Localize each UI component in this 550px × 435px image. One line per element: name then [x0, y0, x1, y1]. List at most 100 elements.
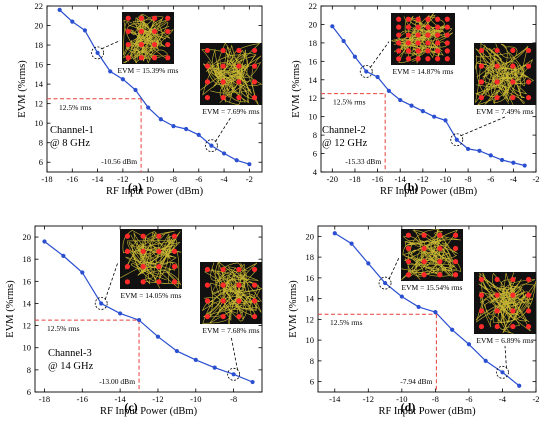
x-tick-label: -12	[417, 174, 428, 184]
y-tick-label: 16	[35, 60, 44, 70]
y-tick-label: 14	[35, 79, 44, 89]
constellation-point	[510, 276, 516, 283]
constellation-point	[494, 63, 500, 69]
constellation-point	[434, 48, 441, 54]
y-tick-label: 22	[35, 1, 44, 11]
constellation-point	[494, 276, 500, 283]
constellation-point	[156, 264, 162, 270]
constellation-trajectory	[475, 42, 535, 106]
y-tick-label: 20	[35, 21, 44, 31]
constellation-point	[494, 292, 500, 298]
highlight-circle	[496, 365, 509, 379]
evm-data-point	[488, 153, 493, 158]
evm-data-point	[57, 7, 62, 13]
constellation-point	[236, 266, 242, 273]
y-tick-label: 10	[23, 343, 32, 353]
constellation-point	[494, 323, 500, 330]
y-axis-label: EVM (%rms)	[288, 280, 299, 338]
evm-data-point	[82, 28, 88, 33]
constellation-point	[251, 79, 258, 85]
evm-data-point	[146, 105, 151, 110]
constellation-point	[396, 32, 402, 38]
constellation-point	[415, 48, 421, 54]
y-tick-label: 18	[309, 38, 318, 48]
evm-data-point	[517, 383, 522, 388]
constellation-point	[140, 264, 146, 270]
x-tick-label: -14	[114, 394, 126, 404]
constellation-point	[220, 298, 226, 304]
constellation-point	[405, 232, 412, 238]
evm-inset-label: EVM = 15.39% rms	[118, 66, 179, 75]
panel-label: (a)	[128, 180, 142, 194]
constellation-point	[251, 313, 258, 320]
y-tick-label: 20	[23, 232, 32, 242]
constellation-point	[396, 16, 402, 22]
constellation-point	[251, 63, 258, 69]
x-tick-label: -18	[41, 174, 52, 184]
constellation-point	[396, 24, 402, 30]
y-tick-label: 6	[310, 377, 314, 387]
y-tick-label: 16	[23, 276, 32, 286]
x-tick-label: -4	[510, 174, 518, 184]
y-tick-label: 8	[27, 365, 31, 375]
constellation-point	[165, 15, 171, 21]
evm-inset-label: EVM = 14.87% rms	[393, 67, 454, 76]
constellation-point	[140, 248, 146, 254]
constellation-point	[478, 63, 485, 69]
chart-panel: -18 -16 -14 -12 -10 -8 6 8 10 12 14 16 18 20 RF Input …	[5, 225, 263, 417]
x-tick-label: -2	[532, 174, 539, 184]
evm-data-point	[184, 126, 189, 132]
x-tick-label: -14	[329, 394, 341, 404]
constellation-point	[425, 48, 431, 54]
constellation-point	[236, 63, 242, 69]
constellation-point	[434, 16, 441, 22]
evm-data-point	[330, 24, 335, 29]
constellation-point	[444, 16, 450, 22]
constellation-point	[444, 40, 450, 46]
x-axis-label: RF Input Power (dBm)	[100, 406, 198, 417]
evm-data-point	[398, 97, 403, 103]
constellation-point	[525, 47, 532, 54]
constellation-point	[525, 308, 532, 314]
evm-data-point	[118, 311, 123, 316]
evm-data-point	[212, 365, 217, 370]
evm-data-point	[382, 280, 388, 286]
evm-data-point	[209, 143, 214, 148]
highlight-circle	[359, 65, 373, 78]
y-axis-label: EVM (%rms)	[291, 60, 302, 118]
y-tick-label: 12	[306, 314, 315, 324]
y-tick-label: 10	[309, 112, 318, 122]
pointer-line	[230, 335, 239, 371]
constellation-point	[396, 48, 402, 54]
constellation-point	[478, 47, 485, 54]
y-tick-label: 18	[35, 40, 44, 50]
x-axis-label: RF Input Power (dBm)	[378, 406, 476, 417]
constellation-point	[220, 266, 226, 273]
constellation-point	[204, 94, 211, 101]
x-tick-label: -16	[372, 174, 383, 184]
constellation-point	[452, 245, 459, 252]
evm-data-point	[499, 157, 505, 163]
constellation-point	[425, 32, 431, 38]
constellation-point	[444, 32, 450, 38]
y-tick-label: 14	[23, 298, 32, 308]
constellation-point	[251, 298, 258, 304]
constellation-point	[156, 279, 162, 285]
x-axis-label: RF Input Power (dBm)	[380, 186, 478, 197]
constellation-point	[171, 248, 178, 254]
channel-frequency: @ 14 GHz	[48, 361, 94, 372]
evm-data-point	[95, 50, 100, 55]
evm-inset-label: EVM = 6.89% rms	[476, 336, 533, 345]
constellation-point	[165, 55, 171, 61]
constellation-point	[204, 282, 211, 288]
x-tick-label: -20	[327, 174, 338, 184]
constellation-point	[510, 292, 516, 298]
evm-data-point	[416, 304, 421, 310]
constellation-point	[415, 56, 421, 62]
evm-data-point	[483, 358, 488, 363]
x-tick-label: -8	[465, 174, 472, 184]
constellation-point	[425, 40, 431, 46]
x-tick-label: -18	[39, 394, 50, 404]
evm-data-point	[158, 117, 163, 122]
x-tick-label: -10	[396, 394, 407, 404]
